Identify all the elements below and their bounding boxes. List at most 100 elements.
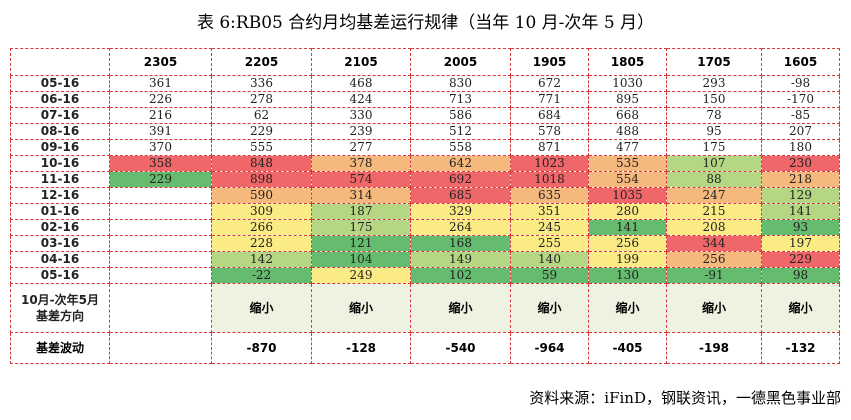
value-cell: -85 bbox=[761, 107, 840, 124]
value-cell: 684 bbox=[510, 107, 589, 124]
value-cell: 477 bbox=[588, 139, 667, 156]
value-cell: 635 bbox=[510, 187, 589, 204]
value-cell: 468 bbox=[311, 75, 411, 92]
value-cell: 314 bbox=[311, 187, 411, 204]
value-cell: 488 bbox=[588, 123, 667, 140]
value-cell: 230 bbox=[761, 155, 840, 172]
value-cell: 668 bbox=[588, 107, 667, 124]
corner-cell bbox=[10, 48, 110, 76]
value-cell: 848 bbox=[211, 155, 312, 172]
value-cell: 228 bbox=[211, 235, 312, 252]
table-row: 04-16 142 104 149 140 199 256 229 bbox=[10, 251, 840, 268]
value-cell: 1030 bbox=[588, 75, 667, 92]
value-cell: 187 bbox=[311, 203, 411, 220]
value-cell: 226 bbox=[109, 91, 212, 108]
table-row: 12-16 590 314 685 635 1035 247 129 bbox=[10, 187, 840, 204]
table-row: 05-16 361 336 468 830 672 1030 293 -98 bbox=[10, 75, 840, 92]
value-cell: 102 bbox=[410, 267, 511, 284]
value-cell: 578 bbox=[510, 123, 589, 140]
value-cell: 229 bbox=[761, 251, 840, 268]
col-header: 1805 bbox=[588, 48, 667, 76]
row-label: 01-16 bbox=[10, 203, 110, 220]
value-cell: 130 bbox=[588, 267, 667, 284]
row-label: 12-16 bbox=[10, 187, 110, 204]
value-cell bbox=[109, 251, 212, 268]
value-cell: 293 bbox=[666, 75, 762, 92]
wave-cell: -540 bbox=[410, 332, 511, 364]
value-cell: -98 bbox=[761, 75, 840, 92]
col-header: 2205 bbox=[211, 48, 312, 76]
value-cell: 208 bbox=[666, 219, 762, 236]
value-cell: 142 bbox=[211, 251, 312, 268]
value-cell: 264 bbox=[410, 219, 511, 236]
value-cell: 107 bbox=[666, 155, 762, 172]
source-note: 资料来源：iFinD，钢联资讯，一德黑色事业部 bbox=[529, 389, 841, 407]
row-label: 05-16 bbox=[10, 267, 110, 284]
direction-cell: 缩小 bbox=[211, 283, 312, 333]
value-cell: 141 bbox=[761, 203, 840, 220]
row-label: 05-16 bbox=[10, 75, 110, 92]
wave-cell bbox=[109, 332, 212, 364]
value-cell: 98 bbox=[761, 267, 840, 284]
value-cell: 140 bbox=[510, 251, 589, 268]
direction-cell: 缩小 bbox=[311, 283, 411, 333]
value-cell: 1035 bbox=[588, 187, 667, 204]
wave-row: 基差波动 -870 -128 -540 -964 -405 -198 -132 bbox=[10, 332, 840, 364]
value-cell bbox=[109, 235, 212, 252]
value-cell: 266 bbox=[211, 219, 312, 236]
value-cell: 512 bbox=[410, 123, 511, 140]
value-cell: 692 bbox=[410, 171, 511, 188]
wave-cell: -964 bbox=[510, 332, 589, 364]
col-header: 2005 bbox=[410, 48, 511, 76]
value-cell: 555 bbox=[211, 139, 312, 156]
table-row: 07-16 216 62 330 586 684 668 78 -85 bbox=[10, 107, 840, 124]
value-cell: 256 bbox=[588, 235, 667, 252]
value-cell: 358 bbox=[109, 155, 212, 172]
value-cell: 590 bbox=[211, 187, 312, 204]
value-cell: 1023 bbox=[510, 155, 589, 172]
col-header: 1605 bbox=[761, 48, 840, 76]
row-label: 02-16 bbox=[10, 219, 110, 236]
wave-cell: -132 bbox=[761, 332, 840, 364]
value-cell: 218 bbox=[761, 171, 840, 188]
direction-row: 10月-次年5月 基差方向 缩小 缩小 缩小 缩小 缩小 缩小 缩小 bbox=[10, 283, 840, 333]
value-cell: 535 bbox=[588, 155, 667, 172]
value-cell: 329 bbox=[410, 203, 511, 220]
value-cell: 554 bbox=[588, 171, 667, 188]
direction-cell: 缩小 bbox=[410, 283, 511, 333]
value-cell: 245 bbox=[510, 219, 589, 236]
value-cell: 309 bbox=[211, 203, 312, 220]
table-row: 06-16 226 278 424 713 771 895 150 -170 bbox=[10, 91, 840, 108]
direction-label-line1: 10月-次年5月 bbox=[20, 293, 100, 307]
table-row: 08-16 391 229 239 512 578 488 95 207 bbox=[10, 123, 840, 140]
direction-cell: 缩小 bbox=[761, 283, 840, 333]
basis-table: 2305 2205 2105 2005 1905 1805 1705 1605 … bbox=[10, 48, 840, 364]
col-header: 1705 bbox=[666, 48, 762, 76]
direction-label: 10月-次年5月 基差方向 bbox=[10, 283, 110, 333]
value-cell: 175 bbox=[311, 219, 411, 236]
value-cell: 121 bbox=[311, 235, 411, 252]
wave-cell: -405 bbox=[588, 332, 667, 364]
value-cell: 344 bbox=[666, 235, 762, 252]
table-row: 11-16 229 898 574 692 1018 554 88 218 bbox=[10, 171, 840, 188]
value-cell: 199 bbox=[588, 251, 667, 268]
value-cell: 830 bbox=[410, 75, 511, 92]
value-cell: 574 bbox=[311, 171, 411, 188]
value-cell: 586 bbox=[410, 107, 511, 124]
direction-label-line2: 基差方向 bbox=[35, 309, 84, 323]
value-cell: 280 bbox=[588, 203, 667, 220]
value-cell: 642 bbox=[410, 155, 511, 172]
value-cell: 256 bbox=[666, 251, 762, 268]
row-label: 08-16 bbox=[10, 123, 110, 140]
value-cell bbox=[109, 203, 212, 220]
table-title: 表 6:RB05 合约月均基差运行规律（当年 10 月-次年 5 月） bbox=[196, 13, 655, 33]
value-cell: 330 bbox=[311, 107, 411, 124]
value-cell: 1018 bbox=[510, 171, 589, 188]
value-cell: 871 bbox=[510, 139, 589, 156]
value-cell: 424 bbox=[311, 91, 411, 108]
value-cell: 197 bbox=[761, 235, 840, 252]
value-cell: 168 bbox=[410, 235, 511, 252]
table-row: 10-16 358 848 378 642 1023 535 107 230 bbox=[10, 155, 840, 172]
col-header: 2305 bbox=[109, 48, 212, 76]
wave-cell: -128 bbox=[311, 332, 411, 364]
